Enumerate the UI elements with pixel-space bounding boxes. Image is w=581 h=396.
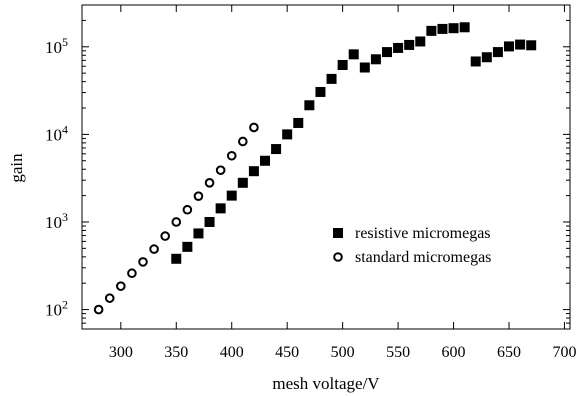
standard-point [193,191,204,201]
x-tick-label: 650 [497,344,521,361]
x-tick-label: 550 [386,344,410,361]
resistive-point [404,39,415,50]
standard-point [249,122,259,133]
y-axis-label: gain [7,153,26,183]
resistive-point [304,100,315,111]
standard-point [127,268,137,279]
resistive-point [426,25,437,36]
standard-point [104,293,115,303]
resistive-point [182,241,193,252]
x-tick-label: 600 [442,344,466,361]
resistive-point [237,177,248,188]
resistive-point [504,41,514,52]
resistive-point [260,155,270,166]
y-tick-label: 104 [45,122,68,144]
resistive-point [459,22,470,33]
y-tick-label: 105 [45,35,68,57]
resistive-point [315,86,326,97]
plot-frame [81,4,571,330]
data-series [93,22,537,315]
series-group [93,122,259,315]
legend-label: standard micromegas [355,249,491,266]
resistive-point [271,144,282,155]
resistive-point [215,203,226,214]
resistive-point [492,47,503,58]
legend-marker [333,228,343,238]
resistive-point [359,62,370,73]
resistive-point [448,23,459,34]
standard-point [182,204,193,215]
resistive-point [282,129,293,140]
standard-point [238,136,248,147]
resistive-point [470,56,481,67]
legend-marker [333,252,343,262]
y-tick-label: 103 [45,210,68,232]
y-axis-ticks: 102 103 104 105 [45,4,570,330]
standard-point [138,257,148,267]
resistive-point [204,216,215,227]
y-tick-label: 102 [45,298,68,320]
x-tick-label: 350 [164,344,188,361]
resistive-point [248,166,259,177]
resistive-point [393,42,404,53]
resistive-point [226,190,237,201]
x-axis-label: mesh voltage/V [272,374,380,393]
resistive-point [437,23,448,34]
resistive-point [415,36,426,47]
resistive-point [326,73,337,84]
x-tick-label: 400 [220,344,244,361]
resistive-point [526,40,537,51]
series-group [171,22,537,264]
resistive-point [382,47,392,58]
x-tick-label: 500 [331,344,355,361]
standard-point [160,231,170,241]
resistive-point [193,228,204,239]
resistive-point [348,49,359,60]
x-tick-label: 300 [109,344,133,361]
standard-point [204,178,215,188]
resistive-point [337,59,348,70]
resistive-point [481,52,492,63]
x-axis-ticks: 300 350 400 450 500 550 600 650 700 [109,5,576,361]
resistive-point [293,117,304,128]
legend: resistive micromegas standard micromegas [333,225,491,266]
standard-point [215,165,226,176]
resistive-point [171,253,182,264]
x-tick-label: 700 [552,344,576,361]
standard-point [171,217,182,227]
standard-point [116,281,126,291]
standard-point [93,304,104,315]
x-tick-label: 450 [275,344,299,361]
resistive-point [515,39,526,50]
resistive-point [370,54,381,65]
legend-label: resistive micromegas [355,225,491,242]
standard-point [226,150,237,161]
standard-point [149,244,159,254]
